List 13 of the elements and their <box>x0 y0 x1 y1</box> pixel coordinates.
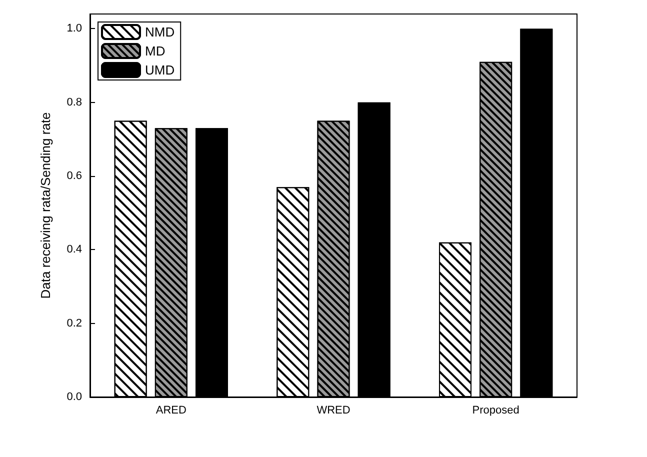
x-tick-label: Proposed <box>472 404 520 416</box>
x-tick-label: ARED <box>156 404 187 416</box>
legend-label: MD <box>145 44 166 58</box>
legend-label: NMD <box>145 24 175 40</box>
x-tick-label: WRED <box>316 404 350 416</box>
y-tick-label: 0.2 <box>66 317 82 330</box>
y-tick-label: 1.0 <box>66 22 82 35</box>
y-tick-label: 0.0 <box>66 391 82 403</box>
legend-label: UMD <box>145 62 175 78</box>
y-tick-label: 0.6 <box>66 170 82 182</box>
y-axis-title: Data receiving rata/Sending rate <box>38 112 53 299</box>
y-tick-label: 0.8 <box>66 96 82 108</box>
y-tick-label: 0.4 <box>66 244 82 256</box>
